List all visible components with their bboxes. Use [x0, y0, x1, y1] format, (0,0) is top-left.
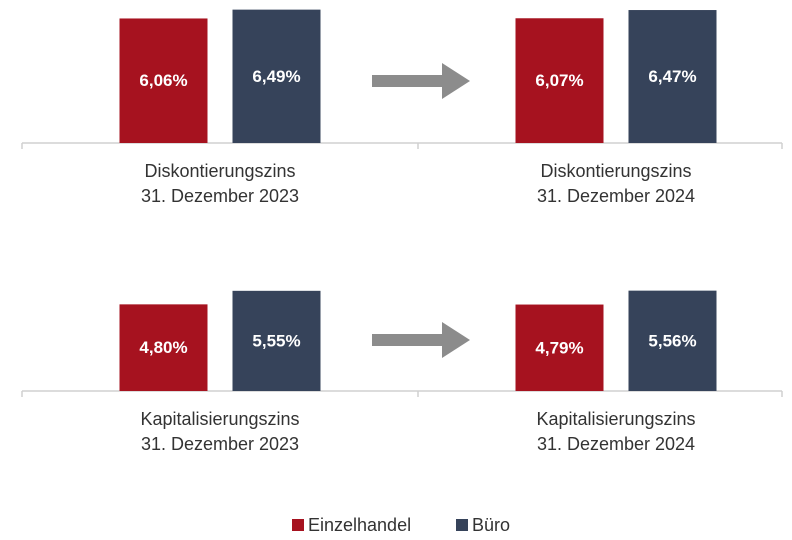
- legend-swatch: [456, 519, 468, 531]
- legend-label: Büro: [472, 515, 510, 535]
- value-label: 5,56%: [648, 331, 696, 350]
- value-label: 6,49%: [252, 67, 300, 86]
- legend-swatch: [292, 519, 304, 531]
- value-label: 4,79%: [535, 338, 583, 357]
- bar: [119, 304, 208, 391]
- bar: [119, 18, 208, 144]
- x-tick-label: 31. Dezember 2023: [141, 434, 299, 454]
- bar: [628, 10, 717, 143]
- x-tick-label: Diskontierungszins: [540, 161, 691, 181]
- arrow: [372, 63, 470, 99]
- value-label: 6,07%: [535, 71, 583, 90]
- x-tick-label: 31. Dezember 2024: [537, 186, 695, 206]
- value-label: 6,47%: [648, 67, 696, 86]
- bar: [628, 290, 717, 391]
- bar: [232, 290, 321, 391]
- arrow: [372, 322, 470, 358]
- value-label: 5,55%: [252, 331, 300, 350]
- bar: [232, 9, 321, 144]
- x-tick-label: 31. Dezember 2023: [141, 186, 299, 206]
- x-tick-label: Kapitalisierungszins: [536, 409, 695, 429]
- bar: [515, 304, 604, 391]
- value-label: 6,06%: [139, 71, 187, 90]
- x-tick-label: 31. Dezember 2024: [537, 434, 695, 454]
- legend-label: Einzelhandel: [308, 515, 411, 535]
- x-tick-label: Diskontierungszins: [144, 161, 295, 181]
- value-label: 4,80%: [139, 338, 187, 357]
- bar: [515, 18, 604, 144]
- x-tick-label: Kapitalisierungszins: [140, 409, 299, 429]
